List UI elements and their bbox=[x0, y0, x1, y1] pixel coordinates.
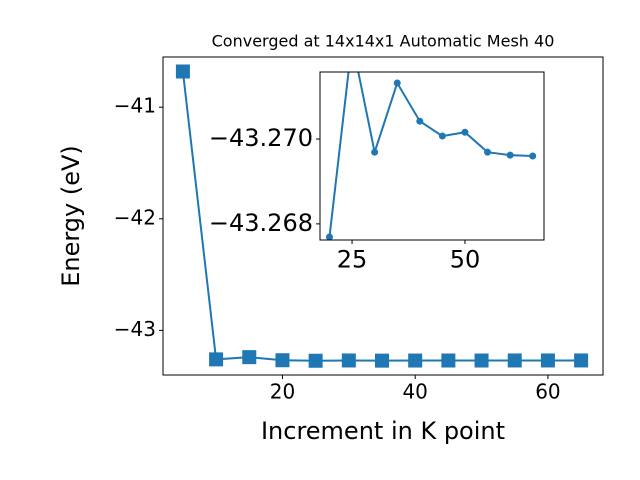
marker bbox=[375, 353, 390, 368]
x-tick-label: 50 bbox=[450, 245, 481, 273]
marker bbox=[275, 353, 290, 368]
marker bbox=[341, 353, 356, 368]
y-tick-label: −42 bbox=[114, 205, 156, 229]
y-tick-label: −43.268 bbox=[209, 209, 313, 237]
x-tick-label: 60 bbox=[535, 380, 560, 404]
marker bbox=[507, 353, 522, 368]
inset-background bbox=[320, 72, 544, 240]
y-tick-label: −43.270 bbox=[209, 124, 313, 152]
marker bbox=[474, 353, 489, 368]
marker bbox=[484, 148, 492, 156]
line bbox=[328, 72, 533, 238]
marker bbox=[325, 233, 333, 240]
axes-frame bbox=[162, 56, 604, 376]
marker bbox=[461, 128, 469, 136]
axes-frame bbox=[319, 71, 545, 241]
marker bbox=[529, 152, 537, 160]
series bbox=[325, 72, 537, 240]
x-tick-label: 25 bbox=[337, 245, 368, 273]
marker bbox=[441, 353, 456, 368]
chart-title: Converged at 14x14x1 Automatic Mesh 40 bbox=[212, 32, 555, 51]
marker bbox=[438, 132, 446, 140]
y-tick-label: −43 bbox=[114, 317, 156, 341]
marker bbox=[209, 352, 224, 367]
marker bbox=[574, 353, 589, 368]
marker bbox=[308, 353, 323, 368]
series bbox=[175, 64, 589, 368]
y-axis-label: Energy (eV) bbox=[57, 145, 85, 287]
marker bbox=[540, 353, 555, 368]
x-tick-label: 20 bbox=[270, 380, 295, 404]
marker bbox=[506, 151, 514, 159]
marker bbox=[175, 64, 190, 79]
marker bbox=[371, 148, 379, 156]
marker bbox=[408, 353, 423, 368]
marker bbox=[393, 79, 401, 87]
y-tick-label: −41 bbox=[114, 94, 156, 118]
marker bbox=[242, 350, 257, 365]
marker bbox=[416, 117, 424, 125]
x-tick-label: 40 bbox=[402, 380, 427, 404]
x-axis-label: Increment in K point bbox=[261, 417, 505, 445]
